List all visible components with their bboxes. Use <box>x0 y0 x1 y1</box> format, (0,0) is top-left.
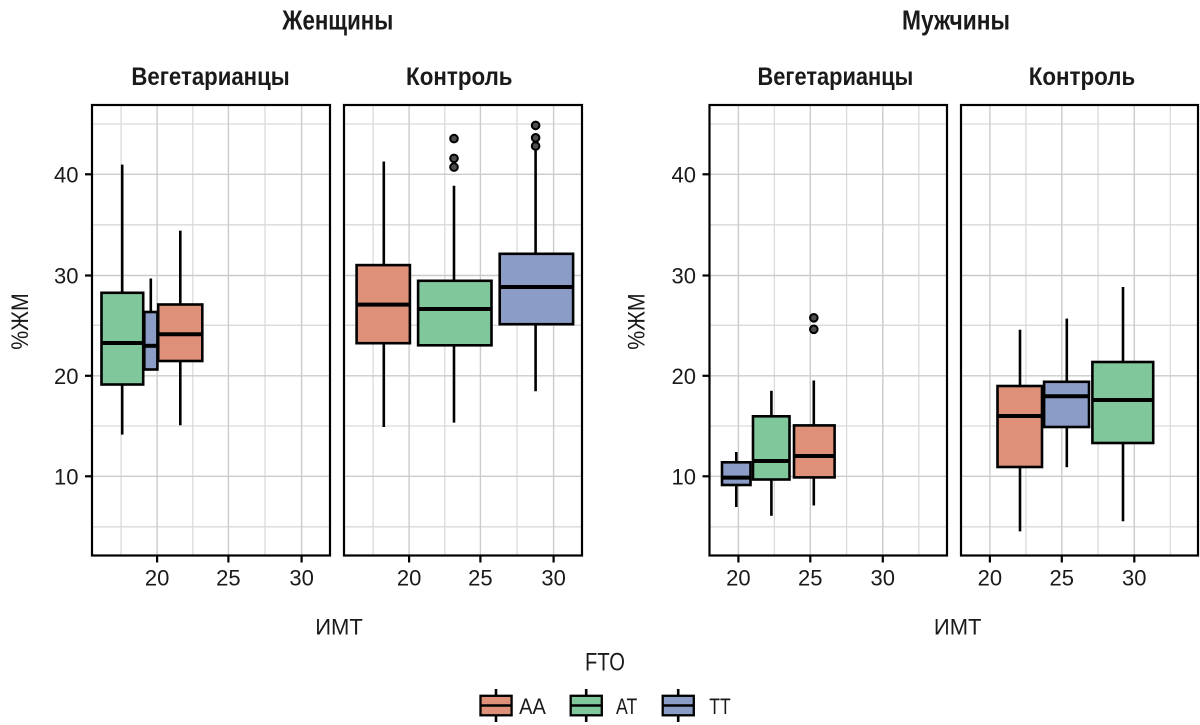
svg-text:25: 25 <box>468 566 492 591</box>
svg-text:ИМТ: ИМТ <box>934 615 982 640</box>
svg-text:30: 30 <box>871 566 895 591</box>
svg-text:10: 10 <box>54 464 78 489</box>
svg-text:25: 25 <box>216 566 240 591</box>
svg-text:%ЖМ: %ЖМ <box>624 293 651 349</box>
svg-text:AT: AT <box>616 694 637 719</box>
svg-text:10: 10 <box>672 464 696 489</box>
svg-text:Вегетарианцы: Вегетарианцы <box>131 63 289 91</box>
svg-text:Вегетарианцы: Вегетарианцы <box>758 63 914 91</box>
svg-text:FTO: FTO <box>585 649 625 677</box>
svg-text:Контроль: Контроль <box>406 63 513 91</box>
svg-text:%ЖМ: %ЖМ <box>7 293 34 349</box>
svg-text:20: 20 <box>726 566 750 591</box>
svg-text:30: 30 <box>672 264 696 289</box>
svg-text:40: 40 <box>54 162 78 187</box>
svg-text:20: 20 <box>397 566 421 591</box>
svg-text:20: 20 <box>54 364 78 389</box>
svg-text:20: 20 <box>978 566 1002 591</box>
svg-text:20: 20 <box>145 566 169 591</box>
svg-text:30: 30 <box>289 566 313 591</box>
svg-text:25: 25 <box>798 566 822 591</box>
svg-text:Контроль: Контроль <box>1029 63 1136 91</box>
svg-text:25: 25 <box>1050 566 1074 591</box>
svg-text:TT: TT <box>709 694 730 719</box>
svg-text:Женщины: Женщины <box>282 5 394 36</box>
svg-text:30: 30 <box>1122 566 1146 591</box>
svg-text:30: 30 <box>54 264 78 289</box>
svg-text:AA: AA <box>519 694 546 719</box>
svg-text:40: 40 <box>672 162 696 187</box>
svg-text:Мужчины: Мужчины <box>902 5 1010 36</box>
svg-text:20: 20 <box>672 364 696 389</box>
svg-text:ИМТ: ИМТ <box>315 615 363 640</box>
svg-text:30: 30 <box>541 566 565 591</box>
